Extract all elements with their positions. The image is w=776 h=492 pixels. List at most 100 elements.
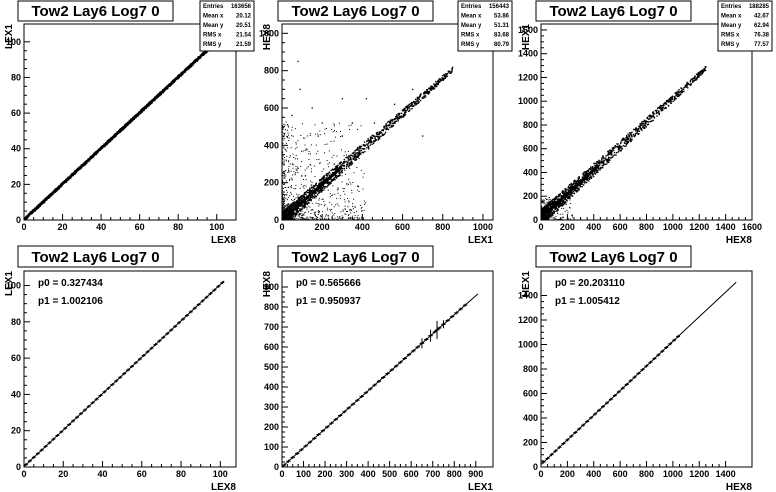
- scatter-noise: [339, 169, 341, 171]
- scatter-point: [301, 197, 303, 199]
- scatter-noise: [286, 206, 288, 208]
- scatter-point: [451, 66, 454, 69]
- y-tick-label: 800: [523, 120, 538, 130]
- scatter-noise: [284, 208, 286, 210]
- scatter-noise: [284, 132, 286, 134]
- scatter-point: [545, 204, 548, 206]
- scatter-point: [583, 171, 585, 174]
- scatter-point: [600, 160, 602, 162]
- scatter-noise: [282, 175, 284, 177]
- scatter-point: [676, 94, 679, 96]
- scatter-noise: [318, 203, 320, 205]
- scatter-noise: [301, 123, 303, 125]
- scatter-noise: [315, 144, 317, 146]
- scatter-point: [626, 138, 629, 141]
- scatter-point: [386, 127, 389, 129]
- stat-value: 20.51: [236, 23, 252, 29]
- scatter-noise: [305, 218, 307, 220]
- scatter-noise: [324, 143, 326, 145]
- scatter-point: [638, 133, 640, 135]
- scatter-point: [286, 209, 288, 212]
- scatter-noise: [297, 195, 299, 197]
- scatter-point: [290, 216, 292, 218]
- scatter-noise: [336, 155, 338, 157]
- scatter-point: [434, 84, 437, 86]
- scatter-point: [601, 166, 604, 169]
- scatter-point: [578, 189, 580, 191]
- scatter-point: [637, 128, 640, 130]
- scatter-point: [590, 168, 592, 171]
- scatter-point: [596, 171, 598, 174]
- scatter-point: [547, 205, 550, 207]
- scatter-point: [655, 112, 658, 114]
- scatter-noise: [284, 129, 286, 131]
- scatter-point: [330, 180, 332, 183]
- scatter-point: [689, 80, 692, 83]
- scatter-point: [385, 123, 388, 125]
- scatter-noise: [361, 217, 363, 219]
- x-tick-label: 600: [613, 222, 628, 232]
- scatter-point: [443, 78, 445, 80]
- scatter-point: [625, 143, 628, 146]
- scatter-noise: [284, 215, 286, 217]
- x-tick-label: 200: [315, 222, 330, 232]
- scatter-point: [628, 136, 631, 138]
- scatter-noise: [306, 216, 308, 218]
- scatter-point: [681, 91, 683, 94]
- scatter-point: [400, 116, 402, 119]
- scatter-point: [639, 123, 641, 125]
- scatter-point: [389, 120, 392, 122]
- scatter-point: [442, 75, 444, 77]
- scatter-point: [282, 214, 285, 216]
- scatter-point: [550, 200, 552, 203]
- stat-value: 53.86: [494, 14, 510, 20]
- scatter-point: [324, 186, 327, 188]
- scatter-point: [658, 107, 661, 109]
- scatter-point: [664, 102, 667, 105]
- y-tick-label: 1400: [518, 49, 538, 59]
- scatter-noise: [285, 149, 287, 151]
- scatter-noise: [289, 217, 291, 219]
- scatter-noise: [314, 214, 316, 216]
- scatter-point: [363, 148, 365, 150]
- scatter-point: [285, 208, 287, 211]
- y-tick-label: 400: [523, 167, 538, 177]
- scatter-noise: [298, 201, 300, 203]
- scatter-point: [366, 147, 368, 149]
- scatter-noise: [293, 188, 295, 190]
- scatter-point: [307, 200, 309, 202]
- scatter-noise: [292, 174, 294, 176]
- scatter-point: [619, 144, 621, 147]
- scatter-noise: [283, 183, 285, 185]
- scatter-point: [347, 156, 349, 158]
- scatter-point: [680, 93, 682, 95]
- scatter-noise: [307, 219, 309, 220]
- scatter-point: [304, 206, 306, 208]
- scatter-point: [563, 203, 566, 205]
- scatter-noise: [284, 182, 286, 184]
- scatter-noise: [283, 161, 285, 163]
- scatter-outlier: [341, 135, 343, 137]
- scatter-point: [672, 100, 674, 103]
- scatter-noise: [342, 210, 344, 212]
- scatter-noise: [353, 212, 355, 214]
- scatter-noise: [358, 191, 360, 193]
- scatter-point: [326, 182, 328, 184]
- scatter-noise: [285, 142, 287, 144]
- scatter-point: [327, 182, 329, 185]
- scatter-point: [303, 201, 306, 203]
- scatter-noise: [310, 164, 312, 166]
- scatter-point: [402, 116, 404, 118]
- scatter-noise: [323, 168, 325, 170]
- scatter-noise: [290, 147, 292, 149]
- scatter-point: [696, 78, 698, 80]
- scatter-point: [283, 209, 285, 211]
- scatter-noise: [288, 213, 290, 215]
- scatter-noise: [359, 217, 361, 219]
- scatter-point: [378, 133, 380, 135]
- scatter-noise: [333, 125, 335, 127]
- scatter-noise: [311, 181, 313, 183]
- scatter-point: [309, 189, 311, 191]
- scatter-noise: [310, 180, 312, 182]
- scatter-outlier: [357, 185, 360, 188]
